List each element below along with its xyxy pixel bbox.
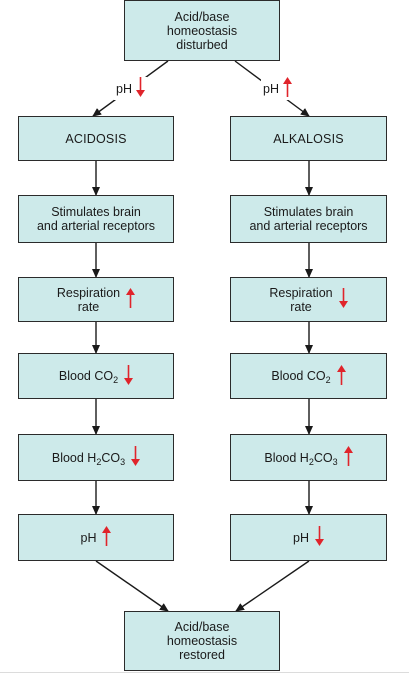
right-blood-h2co3-text: Blood H2CO3	[264, 450, 338, 467]
ph-label-right: pH	[261, 77, 294, 100]
left-blood-co2-text: Blood CO2	[58, 369, 119, 385]
box-right-blood-co2: Blood CO2	[230, 353, 387, 399]
alkalosis-label: ALKALOSIS	[273, 131, 344, 146]
box-disturbed-text: Acid/base homeostasis disturbed	[166, 9, 238, 52]
right-ph-text: pH	[293, 530, 309, 545]
page-bottom-rule	[0, 672, 409, 673]
box-left-respiration: Respiration rate	[18, 277, 174, 322]
box-left-blood-h2co3: Blood H2CO3	[18, 434, 174, 481]
arrow-up-icon	[343, 446, 353, 469]
box-right-respiration: Respiration rate	[230, 277, 387, 322]
box-right-blood-h2co3: Blood H2CO3	[230, 434, 387, 481]
arrow-down-icon	[338, 288, 348, 311]
left-blood-h2co3-text: Blood H2CO3	[51, 450, 126, 467]
ph-label-left: pH	[114, 77, 147, 100]
arrow-down-icon	[314, 526, 324, 549]
box-restored: Acid/base homeostasis restored	[124, 611, 280, 671]
connector-bottom-left	[95, 560, 169, 612]
box-disturbed: Acid/base homeostasis disturbed	[124, 0, 280, 61]
arrow-down-icon	[135, 77, 145, 100]
box-right-stimulates: Stimulates brain and arterial receptors	[230, 195, 387, 243]
arrow-down-icon	[131, 446, 141, 469]
box-right-ph: pH	[230, 514, 387, 561]
box-acidosis: ACIDOSIS	[18, 116, 174, 161]
connector-bottom-right	[235, 560, 310, 612]
right-respiration-text: Respiration rate	[269, 285, 333, 314]
left-ph-text: pH	[80, 530, 97, 545]
box-left-stimulates: Stimulates brain and arterial receptors	[18, 195, 174, 243]
arrow-up-icon	[102, 526, 112, 549]
left-respiration-text: Respiration rate	[56, 285, 121, 314]
box-left-ph: pH	[18, 514, 174, 561]
left-stimulates-text: Stimulates brain and arterial receptors	[36, 205, 156, 233]
right-blood-co2-text: Blood CO2	[271, 369, 331, 385]
ph-label-left-text: pH	[116, 81, 132, 96]
box-left-blood-co2: Blood CO2	[18, 353, 174, 399]
ph-label-right-text: pH	[263, 81, 279, 96]
box-restored-text: Acid/base homeostasis restored	[166, 620, 238, 662]
arrow-up-icon	[336, 364, 346, 388]
arrow-up-icon	[282, 77, 292, 100]
arrow-up-icon	[126, 288, 136, 311]
acidosis-label: ACIDOSIS	[65, 131, 127, 146]
box-alkalosis: ALKALOSIS	[230, 116, 387, 161]
right-stimulates-text: Stimulates brain and arterial receptors	[249, 205, 368, 233]
arrow-down-icon	[124, 364, 134, 388]
